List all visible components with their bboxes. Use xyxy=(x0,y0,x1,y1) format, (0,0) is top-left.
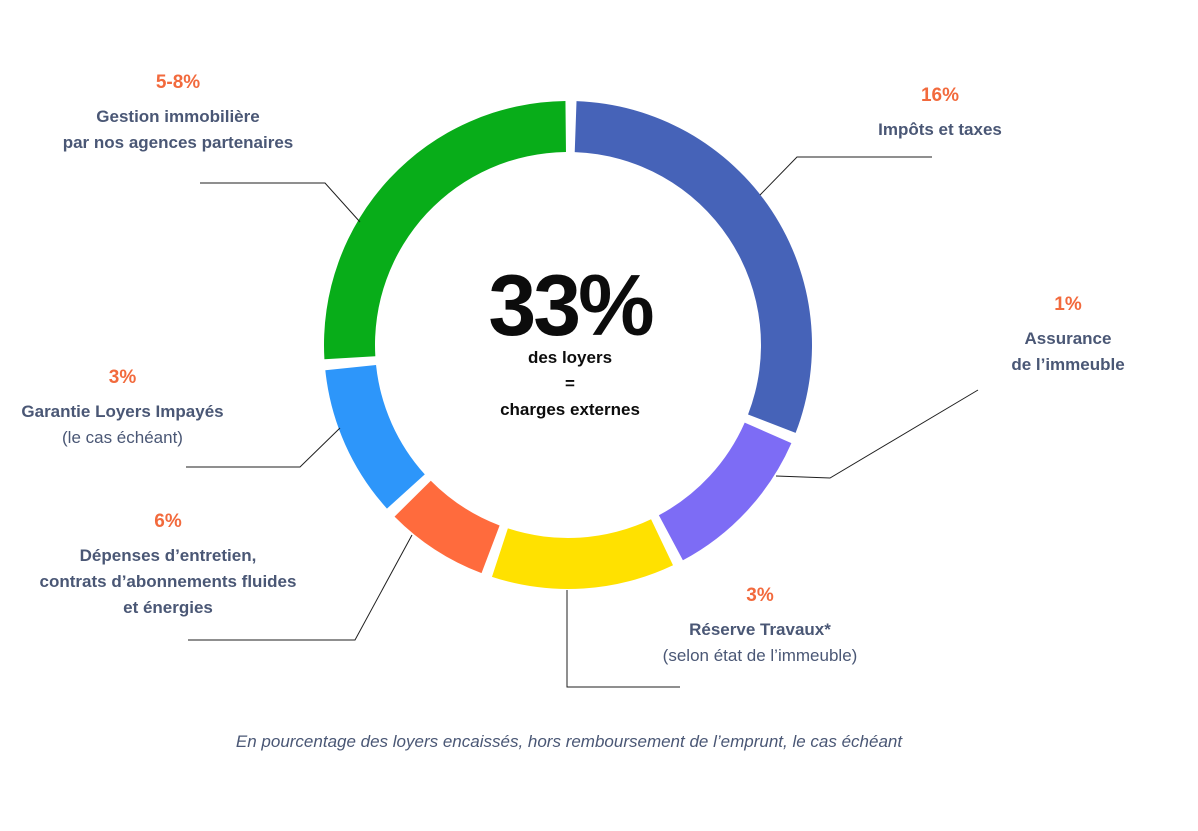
label-gestion-percent: 5-8% xyxy=(155,72,201,93)
leader-line-garantie xyxy=(186,427,341,468)
center-percentage: 33% xyxy=(488,258,654,354)
slice-garantie xyxy=(325,365,425,509)
label-assurance-percent: 1% xyxy=(1054,294,1082,315)
label-impots-line1: Impôts et taxes xyxy=(878,120,1002,139)
label-assurance-line1: Assurance xyxy=(1024,329,1112,348)
label-depenses: 6% Dépenses d’entretien, contrats d’abon… xyxy=(8,509,328,621)
label-garantie-percent: 3% xyxy=(108,367,137,388)
label-reserve-percent: 3% xyxy=(746,585,774,606)
label-gestion-line2: par nos agences partenaires xyxy=(62,133,294,152)
label-reserve: 3% Réserve Travaux* (selon état de l’imm… xyxy=(620,583,900,669)
label-gestion: 5-8% Gestion immobilière par nos agences… xyxy=(28,70,328,156)
slice-impots xyxy=(574,101,812,433)
leader-line-impots xyxy=(759,156,932,196)
center-caption-equals: = xyxy=(565,374,575,393)
leader-line-depenses xyxy=(188,534,413,641)
label-assurance-line2: de l’immeuble xyxy=(1011,355,1125,374)
slice-depenses xyxy=(394,480,500,574)
label-assurance: 1% Assurance de l’immeuble xyxy=(968,292,1168,378)
slice-assurance xyxy=(658,422,792,561)
slice-gestion xyxy=(324,101,566,360)
label-depenses-line2: contrats d’abonnements fluides xyxy=(39,572,297,591)
label-depenses-percent: 6% xyxy=(154,511,182,532)
label-garantie-line1: Garantie Loyers Impayés xyxy=(21,402,224,421)
label-garantie: 3% Garantie Loyers Impayés (le cas échéa… xyxy=(0,365,245,451)
leader-line-assurance xyxy=(775,389,979,479)
center-caption-line3: charges externes xyxy=(500,400,640,419)
center-caption-line1: des loyers xyxy=(527,348,613,367)
leader-line-reserve xyxy=(566,590,680,688)
label-depenses-line1: Dépenses d’entretien, xyxy=(79,546,257,565)
label-garantie-sub: (le cas échéant) xyxy=(62,428,183,447)
label-impots: 16% Impôts et taxes xyxy=(840,83,1040,143)
label-depenses-line3: et énergies xyxy=(123,598,213,617)
label-reserve-sub: (selon état de l’immeuble) xyxy=(662,646,858,665)
leader-line-gestion xyxy=(200,182,361,223)
label-reserve-line1: Réserve Travaux* xyxy=(689,620,831,639)
label-impots-percent: 16% xyxy=(920,85,960,106)
footnote: En pourcentage des loyers encaissés, hor… xyxy=(235,732,903,751)
slice-reserve xyxy=(491,519,674,589)
label-gestion-line1: Gestion immobilière xyxy=(96,107,260,126)
